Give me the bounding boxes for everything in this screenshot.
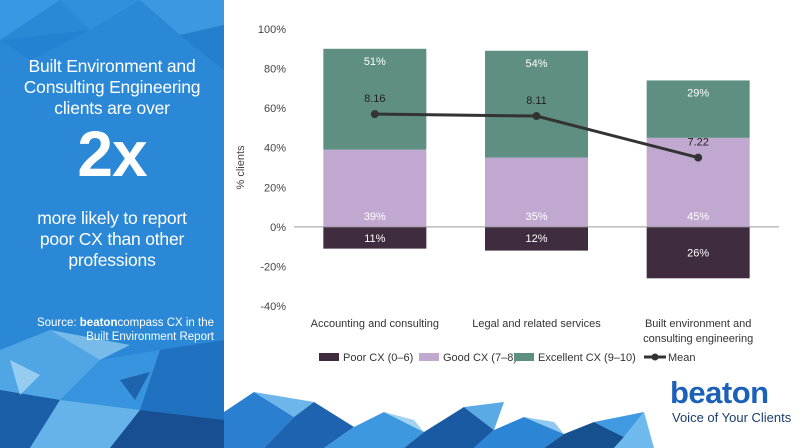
legend-label: Excellent CX (9–10) (538, 352, 636, 364)
brand-name: beaton (670, 375, 769, 410)
headline-conclusion-line: poor CX than other (39, 229, 185, 249)
source-prefix: Source: (36, 317, 80, 329)
headline-intro-line: Built Environment and (28, 56, 196, 76)
data-label-excellent: 54% (525, 58, 547, 70)
bottom-decoration (224, 392, 654, 448)
source-rest: compass CX in the (117, 317, 214, 329)
headline-intro-line: Consulting Engineering (23, 77, 201, 97)
source-brand: beaton (79, 317, 118, 329)
data-label-good: 35% (525, 211, 547, 223)
data-label-good: 39% (364, 211, 386, 223)
legend-swatch (514, 353, 534, 361)
mean-label: 8.11 (526, 95, 547, 107)
source-line-2: Built Environment Report (86, 331, 214, 343)
y-tick-label: 60% (264, 103, 286, 115)
x-category-label: Built environment and (645, 318, 751, 330)
headline-conclusion-line: professions (68, 250, 156, 270)
mean-point (694, 153, 703, 162)
bar-excellent-cx (323, 48, 427, 150)
y-tick-label: 20% (264, 182, 286, 194)
mean-point (370, 110, 379, 119)
brand-tagline: Voice of Your Clients (672, 410, 792, 425)
brand-logo: beaton Voice of Your Clients (650, 376, 800, 426)
y-tick-label: -20% (260, 261, 286, 273)
mean-label: 8.16 (364, 93, 385, 105)
data-label-excellent: 51% (364, 56, 386, 68)
bar-excellent-cx (485, 50, 588, 158)
stacked-bar-chart: -40% -20% 0% 20% 40% 60% 80% 100% % clients 11% 39… (235, 24, 779, 364)
headline-conclusion: more likely to report poor CX than other… (0, 208, 224, 271)
bar-excellent-cx (646, 80, 750, 138)
bar-good-cx (485, 157, 588, 227)
y-tick-label: 0% (270, 222, 286, 234)
x-category-label: Legal and related services (472, 318, 601, 330)
x-category-label: consulting engineering (643, 333, 753, 345)
data-label-poor: 12% (525, 233, 547, 245)
x-category-label: Accounting and consulting (311, 318, 439, 330)
headline-conclusion-line: more likely to report (37, 208, 187, 228)
y-tick-label: 40% (264, 143, 286, 155)
data-label-poor: 26% (687, 248, 709, 260)
mean-label: 7.22 (687, 137, 708, 149)
legend-label: Good CX (7–8) (443, 352, 517, 364)
legend-marker (651, 353, 659, 361)
data-label-poor: 11% (364, 233, 385, 245)
y-tick-label: 80% (264, 64, 286, 76)
bar-good-cx (323, 149, 427, 227)
y-tick-label: 100% (258, 24, 286, 36)
source-note: Source: beatoncompass CX in the Built En… (0, 316, 214, 344)
bar-poor-cx (323, 226, 427, 249)
left-panel-background (0, 0, 224, 448)
headline-intro-line: clients are over (54, 98, 170, 118)
bar-good-cx (646, 137, 750, 227)
y-axis-title: % clients (235, 145, 247, 190)
legend-label: Mean (668, 352, 696, 364)
data-label-good: 45% (687, 211, 709, 223)
y-tick-label: -40% (260, 301, 286, 313)
left-panel: Built Environment and Consulting Enginee… (0, 0, 224, 448)
legend-swatch (319, 353, 339, 361)
data-label-excellent: 29% (687, 87, 709, 99)
headline-multiplier: 2x (77, 118, 147, 190)
bar-poor-cx (485, 226, 588, 251)
legend-swatch (419, 353, 439, 361)
mean-point (532, 112, 541, 121)
headline-intro: Built Environment and Consulting Enginee… (0, 56, 224, 119)
legend-label: Poor CX (0–6) (343, 352, 413, 364)
bar-poor-cx (646, 226, 750, 279)
